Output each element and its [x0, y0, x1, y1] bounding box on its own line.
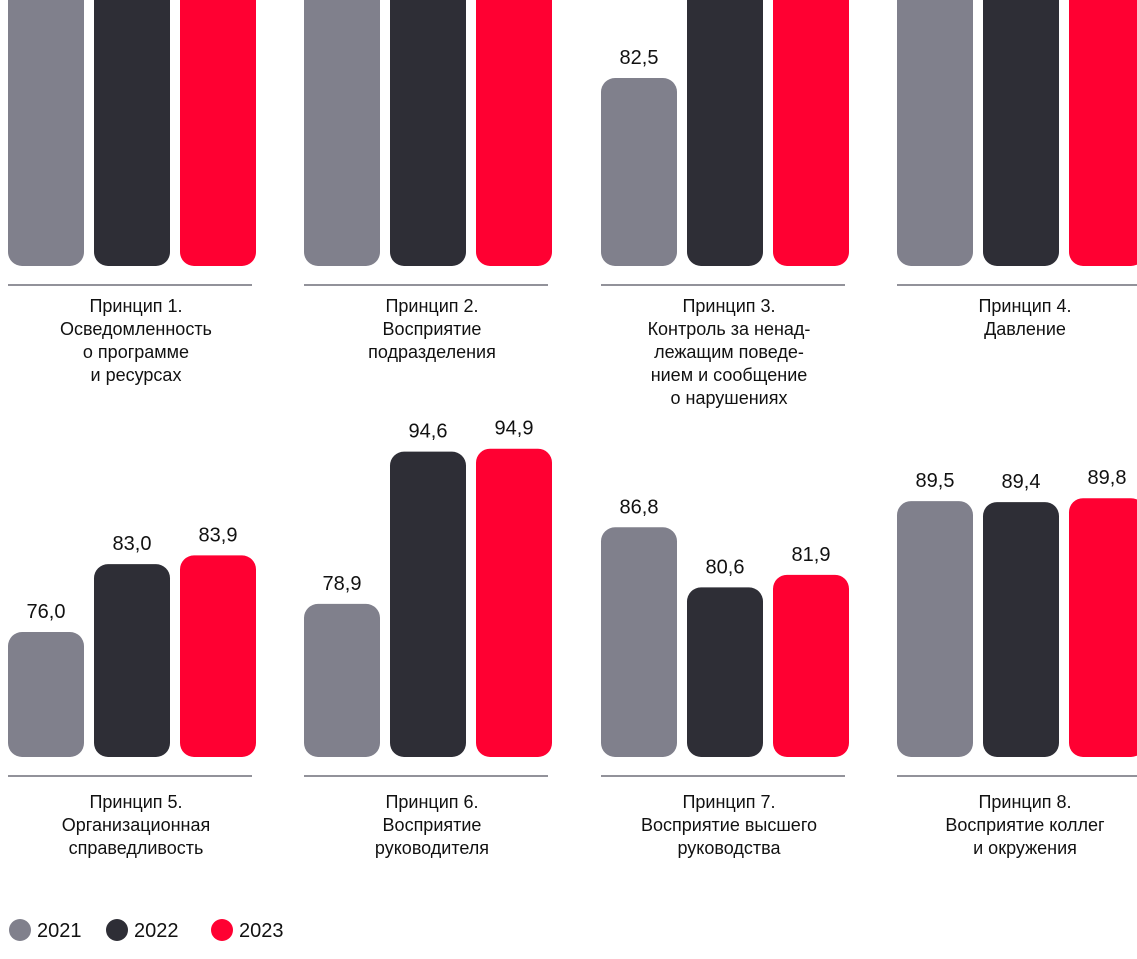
category-label-6-line-2: Восприятие: [383, 815, 482, 835]
bar-3-2021: [601, 78, 677, 266]
bar-2-2022: [390, 0, 466, 266]
bar-6-2021: [304, 603, 380, 757]
category-label-2-line-2: Восприятие: [383, 319, 482, 339]
category-label-5-line-1: Принцип 5.: [89, 792, 182, 812]
legend-marker-2022: [106, 919, 128, 941]
bar-4-2022: [983, 0, 1059, 266]
category-label-6-line-1: Принцип 6.: [385, 792, 478, 812]
category-label-1-line-3: о программе: [83, 342, 189, 362]
legend-marker-2023: [211, 919, 233, 941]
bar-6-2023: [476, 448, 552, 757]
bar-5-2022: [94, 564, 170, 757]
value-label-3-2021: 82,5: [620, 47, 659, 69]
category-label-7-line-3: руководства: [678, 838, 782, 858]
category-label-3-line-5: о нарушениях: [671, 388, 788, 408]
category-label-7-line-2: Восприятие высшего: [641, 815, 817, 835]
bar-7-2023: [773, 574, 849, 757]
category-label-4-line-2: Давление: [984, 319, 1066, 339]
bar-3-2023: [773, 0, 849, 266]
category-label-4-line-1: Принцип 4.: [978, 296, 1071, 316]
category-label-5-line-3: справедливость: [69, 838, 204, 858]
value-label-5-2022: 83,0: [113, 533, 152, 555]
value-label-7-2021: 86,8: [620, 496, 659, 518]
category-label-3-line-1: Принцип 3.: [682, 296, 775, 316]
category-label-1-line-4: и ресурсах: [91, 365, 182, 385]
bar-5-2021: [8, 632, 84, 757]
value-label-8-2022: 89,4: [1002, 471, 1041, 493]
legend-label-2022: 2022: [134, 920, 179, 942]
category-label-5-line-2: Организационная: [62, 815, 210, 835]
bar-6-2022: [390, 451, 466, 757]
category-label-8-line-2: Восприятие коллег: [945, 815, 1105, 835]
category-label-7-line-1: Принцип 7.: [682, 792, 775, 812]
bar-1-2023: [180, 0, 256, 266]
value-label-5-2021: 76,0: [27, 601, 66, 623]
bar-1-2022: [94, 0, 170, 266]
value-label-7-2022: 80,6: [706, 556, 745, 578]
bar-2-2023: [476, 0, 552, 266]
category-label-3-line-3: лежащим поведе-: [654, 342, 804, 362]
bar-8-2021: [897, 501, 973, 757]
bar-4-2021: [897, 0, 973, 266]
category-label-1-line-2: Осведомленность: [60, 319, 212, 339]
bar-1-2021: [8, 0, 84, 266]
category-label-2-line-1: Принцип 2.: [385, 296, 478, 316]
category-label-8-line-3: и окружения: [973, 838, 1077, 858]
bar-8-2023: [1069, 498, 1137, 757]
bar-2-2021: [304, 0, 380, 266]
bar-7-2021: [601, 527, 677, 757]
value-label-7-2023: 81,9: [792, 544, 831, 566]
value-label-8-2021: 89,5: [916, 470, 955, 492]
bar-5-2023: [180, 555, 256, 757]
value-label-6-2021: 78,9: [323, 573, 362, 595]
category-label-3-line-4: нием и сообщение: [651, 365, 808, 385]
bar-7-2022: [687, 587, 763, 757]
bar-8-2022: [983, 502, 1059, 757]
value-label-6-2022: 94,6: [409, 421, 448, 443]
legend-label-2023: 2023: [239, 920, 284, 942]
category-label-1-line-1: Принцип 1.: [89, 296, 182, 316]
category-label-2-line-3: подразделения: [368, 342, 496, 362]
bar-4-2023: [1069, 0, 1137, 266]
bar-3-2022: [687, 0, 763, 266]
legend-label-2021: 2021: [37, 920, 82, 942]
category-label-3-line-2: Контроль за ненад-: [648, 319, 811, 339]
value-label-8-2023: 89,8: [1088, 467, 1127, 489]
category-label-8-line-1: Принцип 8.: [978, 792, 1071, 812]
legend-marker-2021: [9, 919, 31, 941]
category-label-6-line-3: руководителя: [375, 838, 489, 858]
value-label-6-2023: 94,9: [495, 418, 534, 440]
value-label-5-2023: 83,9: [199, 524, 238, 546]
